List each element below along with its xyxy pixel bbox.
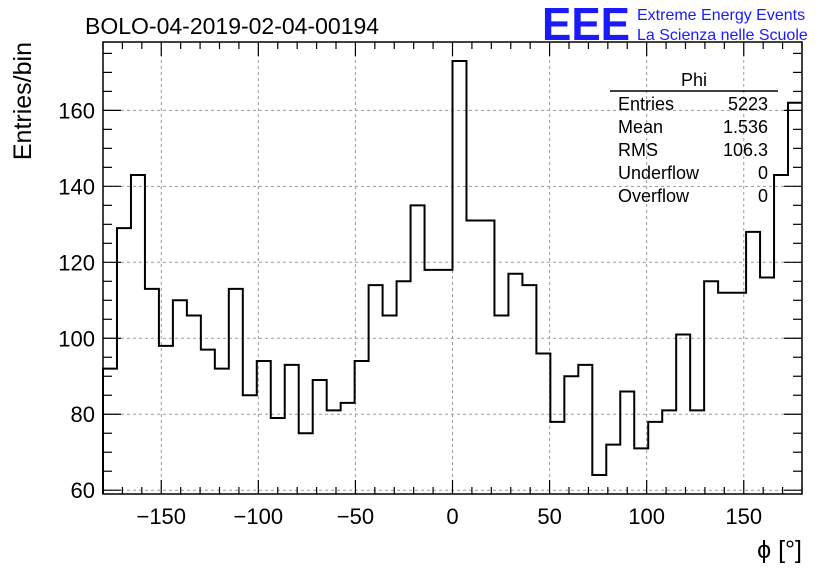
eee-logo-line2: La Scienza nelle Scuole: [637, 27, 808, 44]
histogram-bin: [662, 410, 676, 494]
x-tick-label: 150: [725, 504, 762, 529]
axis-ticks: [102, 42, 803, 494]
stats-row-value: 0: [758, 163, 768, 183]
histogram-bin: [592, 475, 606, 494]
histogram-bin: [131, 175, 145, 494]
stats-row-value: 1.536: [723, 117, 768, 137]
histogram-bin: [355, 361, 369, 494]
histogram-bin: [704, 281, 718, 494]
x-tick-label: −50: [337, 504, 374, 529]
y-tick-label: 140: [58, 174, 95, 199]
chart-title: BOLO-04-2019-02-04-00194: [85, 13, 379, 39]
eee-logo-line1: Extreme Energy Events: [637, 7, 805, 24]
stats-row-value: 5223: [728, 94, 768, 114]
histogram-bin: [397, 281, 411, 494]
eee-logo-mark: EEE: [542, 0, 630, 50]
histogram-bin: [732, 293, 746, 494]
histogram-bin: [229, 289, 243, 494]
y-axis-label: Entries/bin: [9, 42, 37, 160]
eee-logo: EEE Extreme Energy Events La Scienza nel…: [542, 0, 808, 50]
histogram-bin: [215, 369, 229, 494]
histogram-series: [102, 59, 802, 494]
stats-row-label: Overflow: [618, 186, 690, 206]
histogram-bin: [369, 285, 383, 494]
x-axis-label: ϕ [°]: [757, 536, 802, 564]
histogram-bin: [383, 315, 397, 494]
histogram-bin: [648, 422, 662, 494]
histogram-bin: [271, 418, 285, 494]
stats-row-label: Mean: [618, 117, 663, 137]
histogram-bin: [313, 380, 327, 494]
histogram-bin: [494, 315, 508, 494]
x-tick-label: 50: [537, 504, 561, 529]
stats-row-value: 106.3: [723, 140, 768, 160]
histogram-bin: [145, 289, 159, 494]
histogram-bin: [522, 285, 536, 494]
histogram-bin: [159, 346, 173, 494]
histogram-bin: [411, 205, 425, 494]
x-tick-label: −150: [136, 504, 186, 529]
histogram-bin: [285, 365, 299, 494]
histogram-bin: [690, 410, 704, 494]
histogram-bin: [187, 315, 201, 494]
x-tick-label: −100: [234, 504, 284, 529]
tick-labels: −150 −100 −50 0 50 100 150 60 80 100 120 140 160: [58, 98, 762, 529]
stats-row-label: Underflow: [618, 163, 700, 183]
histogram-bin: [578, 365, 592, 494]
histogram-bin: [760, 277, 774, 494]
stats-box-title: Phi: [681, 70, 707, 90]
y-tick-label: 80: [71, 402, 95, 427]
histogram-bin: [788, 103, 802, 494]
histogram-bin: [327, 410, 341, 494]
histogram-outline: [102, 59, 802, 494]
y-tick-label: 60: [71, 478, 95, 503]
stats-row-value: 0: [758, 186, 768, 206]
y-tick-label: 100: [58, 326, 95, 351]
y-tick-label: 160: [58, 98, 95, 123]
histogram-bin: [550, 422, 564, 494]
histogram-bin: [117, 228, 131, 494]
histogram-bin: [746, 232, 760, 494]
histogram-bin: [508, 274, 522, 494]
histogram-bin: [103, 369, 117, 494]
histogram-bin: [201, 350, 215, 494]
histogram-bin: [299, 433, 313, 494]
histogram-bin: [620, 391, 634, 494]
histogram-bin: [536, 353, 550, 494]
histogram-bin: [425, 270, 439, 494]
histogram-bin: [676, 334, 690, 494]
histogram-bin: [257, 361, 271, 494]
stats-box: Phi Entries 5223 Mean 1.536 RMS 106.3 Un…: [610, 70, 778, 206]
stats-row-label: RMS: [618, 140, 658, 160]
histogram-bin: [341, 403, 355, 494]
y-tick-label: 120: [58, 250, 95, 275]
x-tick-label: 0: [446, 504, 458, 529]
histogram-bin: [606, 445, 620, 494]
stats-row-label: Entries: [618, 94, 674, 114]
histogram-bin: [718, 293, 732, 494]
histogram-bin: [453, 61, 467, 494]
x-tick-label: 100: [628, 504, 665, 529]
histogram-bin: [243, 395, 257, 494]
histogram-bin: [480, 221, 494, 494]
histogram-bin: [564, 376, 578, 494]
histogram-bin: [466, 221, 480, 494]
histogram-bin: [173, 300, 187, 494]
histogram-bin: [774, 175, 788, 494]
histogram-bin: [439, 270, 453, 494]
